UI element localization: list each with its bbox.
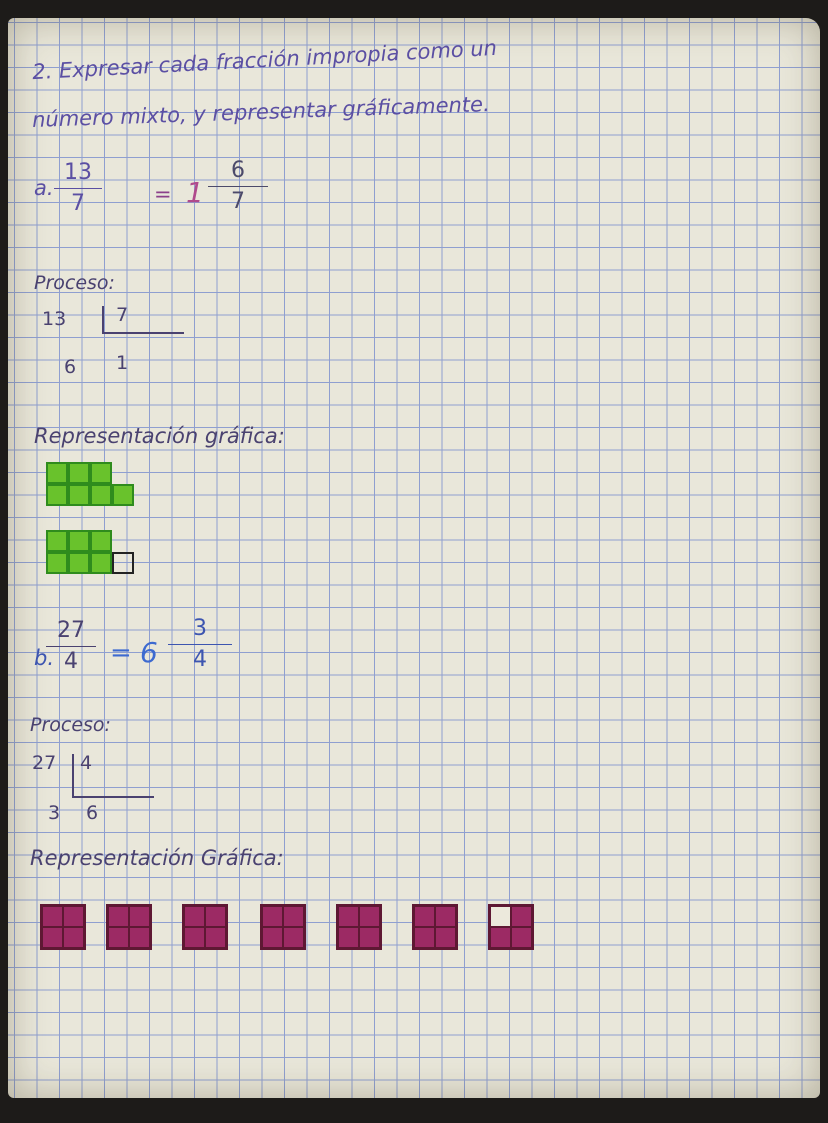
- quotient-b: 6: [86, 802, 99, 824]
- numerator: 6: [231, 158, 245, 183]
- denominator: 7: [231, 189, 245, 214]
- dividend: 13: [42, 308, 67, 330]
- numerator: 3: [193, 616, 207, 641]
- mixed-whole-b: 6: [140, 636, 158, 669]
- part-a-label: a.: [34, 176, 54, 200]
- whole-square: [412, 904, 458, 950]
- mixed-whole: 1: [186, 176, 204, 209]
- heading-line-1: 2. Expresar cada fracción impropia como …: [31, 35, 498, 85]
- denominator: 4: [64, 649, 78, 674]
- process-label-a: Proceso:: [34, 272, 115, 294]
- division-bracket-b: [72, 754, 156, 798]
- denominator: 7: [71, 191, 85, 216]
- heading-line-2: número mixto, y representar gráficamente…: [31, 92, 491, 132]
- numerator: 27: [57, 618, 85, 643]
- division-line: [72, 796, 154, 798]
- divisor: 7: [116, 304, 129, 326]
- remainder: 6: [64, 356, 77, 378]
- part-b-label: b.: [34, 646, 55, 670]
- whole-square: [336, 904, 382, 950]
- division-bracket: [102, 306, 184, 334]
- fraction-square: [488, 904, 534, 950]
- divisor-b: 4: [80, 752, 93, 774]
- whole-square: [260, 904, 306, 950]
- numerator: 13: [64, 160, 92, 185]
- remainder-b: 3: [48, 802, 61, 824]
- process-label-b: Proceso:: [30, 714, 111, 736]
- equals-sign-b: =: [110, 638, 132, 668]
- graph-label-a: Representación gráfica:: [34, 424, 285, 448]
- whole-square: [182, 904, 228, 950]
- graph-label-b: Representación Gráfica:: [30, 846, 284, 870]
- whole-square: [40, 904, 86, 950]
- part-a-fraction: 13 7: [54, 160, 102, 217]
- quotient: 1: [116, 352, 129, 374]
- denominator: 4: [193, 647, 207, 672]
- notebook-page: 2. Expresar cada fracción impropia como …: [8, 18, 820, 1098]
- equals-sign: =: [154, 182, 172, 206]
- whole-square: [106, 904, 152, 950]
- dividend-b: 27: [32, 752, 57, 774]
- part-b-fraction: 27 4: [46, 618, 96, 675]
